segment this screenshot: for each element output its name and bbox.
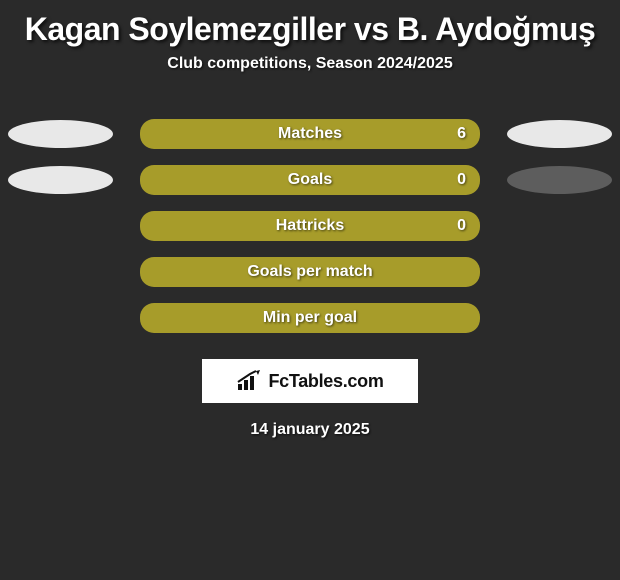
subtitle: Club competitions, Season 2024/2025 [0, 55, 620, 73]
stat-value-right: 0 [457, 171, 466, 189]
chart-icon [236, 370, 262, 392]
stat-bar: Goals 0 [140, 165, 480, 195]
right-marker [507, 120, 612, 148]
date-label: 14 january 2025 [0, 421, 620, 439]
stat-value-right: 0 [457, 217, 466, 235]
stat-label: Hattricks [276, 217, 344, 235]
stat-bar: Hattricks 0 [140, 211, 480, 241]
right-marker [507, 166, 612, 194]
stat-row-min-per-goal: Min per goal [0, 295, 620, 341]
stat-row-hattricks: Hattricks 0 [0, 203, 620, 249]
logo-box: FcTables.com [202, 359, 418, 403]
stat-rows: Matches 6 Goals 0 Hattricks 0 Goals per … [0, 111, 620, 341]
page-title: Kagan Soylemezgiller vs B. Aydoğmuş [0, 8, 620, 55]
logo-text: FcTables.com [268, 371, 383, 392]
stat-row-goals: Goals 0 [0, 157, 620, 203]
stat-bar: Min per goal [140, 303, 480, 333]
stat-label: Matches [278, 125, 342, 143]
comparison-card: Kagan Soylemezgiller vs B. Aydoğmuş Club… [0, 0, 620, 439]
left-marker [8, 166, 113, 194]
stat-row-matches: Matches 6 [0, 111, 620, 157]
stat-row-goals-per-match: Goals per match [0, 249, 620, 295]
stat-bar: Matches 6 [140, 119, 480, 149]
stat-bar: Goals per match [140, 257, 480, 287]
left-marker [8, 120, 113, 148]
stat-label: Goals per match [247, 263, 372, 281]
stat-label: Min per goal [263, 309, 357, 327]
stat-value-right: 6 [457, 125, 466, 143]
stat-label: Goals [288, 171, 332, 189]
